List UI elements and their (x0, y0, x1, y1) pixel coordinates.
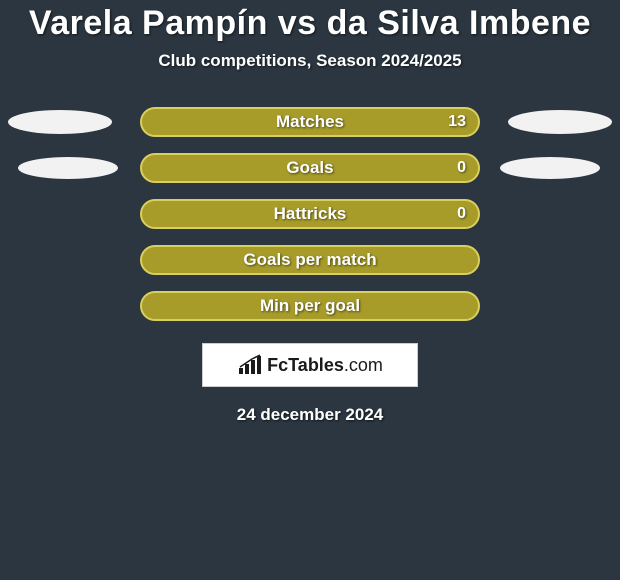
right-ellipse (500, 157, 600, 179)
stat-bar-value: 0 (457, 205, 466, 223)
page-title: Varela Pampín vs da Silva Imbene (0, 4, 620, 43)
stat-row: Min per goal (0, 283, 620, 329)
logo-text-bold: FcTables (267, 355, 344, 375)
logo-box: FcTables.com (202, 343, 418, 387)
date-label: 24 december 2024 (0, 405, 620, 425)
stat-bar-label: Min per goal (260, 296, 360, 316)
bars-icon (237, 354, 263, 376)
stat-bar: Matches 13 (140, 107, 480, 137)
stat-bar-label: Goals per match (243, 250, 376, 270)
stat-row: Matches 13 (0, 99, 620, 145)
stat-bar-label: Goals (286, 158, 333, 178)
stat-bar-label: Hattricks (274, 204, 347, 224)
comparison-panel: Varela Pampín vs da Silva Imbene Club co… (0, 0, 620, 580)
stat-bar-value: 0 (457, 159, 466, 177)
logo-text: FcTables.com (267, 355, 383, 376)
logo-text-light: .com (344, 355, 383, 375)
stat-bar-label: Matches (276, 112, 344, 132)
stat-row: Goals per match (0, 237, 620, 283)
stat-bar: Hattricks 0 (140, 199, 480, 229)
left-ellipse (18, 157, 118, 179)
stat-row: Hattricks 0 (0, 191, 620, 237)
stat-bar-value: 13 (448, 113, 466, 131)
stat-bar: Min per goal (140, 291, 480, 321)
left-ellipse (8, 110, 112, 134)
stat-bar: Goals per match (140, 245, 480, 275)
stat-rows: Matches 13 Goals 0 Hattricks 0 Goals per match… (0, 99, 620, 329)
stat-bar: Goals 0 (140, 153, 480, 183)
subtitle: Club competitions, Season 2024/2025 (0, 51, 620, 71)
right-ellipse (508, 110, 612, 134)
stat-row: Goals 0 (0, 145, 620, 191)
